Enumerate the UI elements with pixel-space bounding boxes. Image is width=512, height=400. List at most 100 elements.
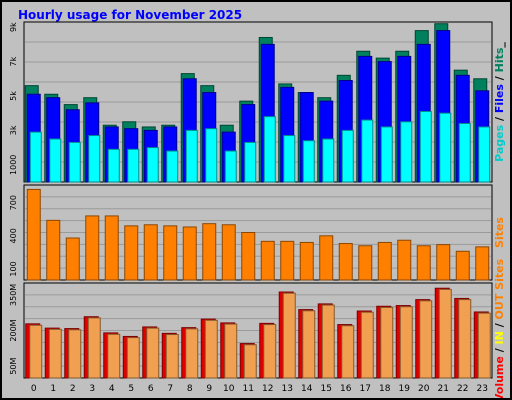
axis-label-sites: Sites bbox=[493, 217, 506, 248]
bar-out bbox=[29, 324, 43, 379]
axis-label-part: Sites bbox=[493, 258, 506, 293]
x-tick-label: 0 bbox=[31, 384, 37, 394]
x-tick-label: 7 bbox=[167, 384, 173, 394]
bar-out bbox=[165, 334, 179, 379]
bar-sites bbox=[280, 240, 295, 281]
bar-pages bbox=[322, 138, 335, 183]
y-tick-label-requests: 3k bbox=[9, 125, 18, 135]
bar-sites bbox=[65, 237, 80, 281]
x-tick-label: 10 bbox=[223, 384, 235, 394]
bar-pages bbox=[166, 150, 179, 183]
y-tick-label-sites: 700 bbox=[9, 195, 18, 210]
x-axis-hour-labels: 0 1 2 3 4 5 6 7 8 9 10 11 12 13 14 15 16 17 18 19 20 21 22 23 bbox=[31, 384, 488, 394]
bar-out bbox=[477, 312, 491, 379]
bar-sites bbox=[358, 245, 373, 281]
bar-pages bbox=[458, 123, 471, 183]
bar-sites bbox=[475, 246, 490, 281]
bar-sites bbox=[124, 225, 139, 281]
bar-out bbox=[321, 304, 335, 379]
x-tick-label: 23 bbox=[477, 384, 488, 394]
bar-sites bbox=[416, 245, 431, 281]
bar-sites bbox=[260, 240, 275, 281]
panel-volume: 50M 200M 350M Volume / IN / OUT Sites bbox=[9, 258, 506, 398]
bar-sites bbox=[377, 241, 392, 281]
axis-label-part: Sites bbox=[493, 217, 506, 248]
x-tick-label: 15 bbox=[321, 384, 332, 394]
axis-label-part: Pages bbox=[493, 124, 506, 162]
axis-label-part: / bbox=[493, 72, 506, 84]
y-tick-label-sites: 400 bbox=[9, 228, 18, 243]
bar-pages bbox=[29, 131, 42, 183]
bar-out bbox=[48, 328, 62, 379]
axis-label-part: / bbox=[493, 344, 506, 356]
bar-pages bbox=[107, 148, 120, 183]
bar-sites bbox=[299, 241, 314, 281]
x-tick-label: 16 bbox=[340, 384, 352, 394]
bar-sites bbox=[455, 250, 470, 281]
bar-sites bbox=[143, 224, 158, 281]
bar-sites bbox=[163, 225, 178, 281]
bar-out bbox=[438, 288, 452, 379]
chart-title: Hourly usage for November 2025 bbox=[18, 8, 242, 22]
panel-sites: 100 400 700 Sites bbox=[9, 184, 506, 281]
axis-label-part: Hits bbox=[493, 47, 506, 72]
bar-sites bbox=[241, 232, 256, 281]
bar-pages bbox=[419, 110, 432, 183]
bar-sites bbox=[46, 219, 61, 281]
bar-sites bbox=[104, 215, 119, 281]
bar-sites bbox=[85, 215, 100, 281]
series-sites bbox=[26, 188, 490, 281]
bar-pages bbox=[146, 147, 159, 183]
bar-pages bbox=[88, 135, 101, 183]
bar-sites bbox=[319, 235, 334, 281]
bar-sites bbox=[338, 243, 353, 281]
bar-out bbox=[185, 328, 199, 379]
x-tick-label: 5 bbox=[128, 384, 134, 394]
axis-label-part: Files bbox=[493, 84, 506, 114]
bar-pages bbox=[341, 129, 354, 183]
axis-label-part: / bbox=[493, 113, 506, 125]
bar-pages bbox=[205, 128, 218, 183]
bar-sites bbox=[436, 244, 451, 281]
y-tick-label-volume: 50M bbox=[9, 357, 18, 374]
bar-sites bbox=[26, 188, 41, 281]
axis-label-part: _ bbox=[493, 42, 506, 48]
bar-out bbox=[458, 299, 472, 379]
bar-out bbox=[68, 329, 82, 379]
axis-label-part: / bbox=[493, 319, 506, 331]
bar-sites bbox=[182, 226, 197, 281]
x-tick-label: 4 bbox=[109, 384, 115, 394]
bar-out bbox=[419, 300, 433, 379]
x-tick-label: 1 bbox=[50, 384, 56, 394]
bar-pages bbox=[127, 148, 140, 183]
bar-out bbox=[263, 324, 277, 379]
bar-pages bbox=[400, 121, 413, 183]
bar-pages bbox=[244, 141, 257, 183]
bar-sites bbox=[202, 223, 217, 281]
x-tick-label: 8 bbox=[187, 384, 193, 394]
bar-out bbox=[224, 323, 238, 379]
x-tick-label: 14 bbox=[301, 384, 313, 394]
y-tick-label-volume: 200M bbox=[9, 319, 18, 341]
bar-pages bbox=[185, 129, 198, 183]
x-tick-label: 2 bbox=[70, 384, 76, 394]
x-tick-label: 17 bbox=[360, 384, 371, 394]
x-tick-label: 6 bbox=[148, 384, 154, 394]
bar-sites bbox=[221, 224, 236, 281]
axis-label-part: IN bbox=[493, 331, 506, 344]
x-tick-label: 12 bbox=[262, 384, 273, 394]
bar-out bbox=[243, 344, 257, 379]
bar-out bbox=[399, 306, 413, 379]
bar-out bbox=[341, 325, 355, 379]
bar-out bbox=[380, 306, 394, 379]
x-tick-label: 22 bbox=[457, 384, 468, 394]
y-tick-label-sites: 100 bbox=[9, 261, 18, 276]
y-tick-label-requests: 1000 bbox=[9, 155, 18, 175]
bar-pages bbox=[302, 140, 315, 183]
bar-sites bbox=[397, 239, 412, 281]
bar-out bbox=[302, 310, 316, 379]
axis-label-part: OUT bbox=[493, 293, 506, 319]
bar-pages bbox=[283, 135, 296, 183]
